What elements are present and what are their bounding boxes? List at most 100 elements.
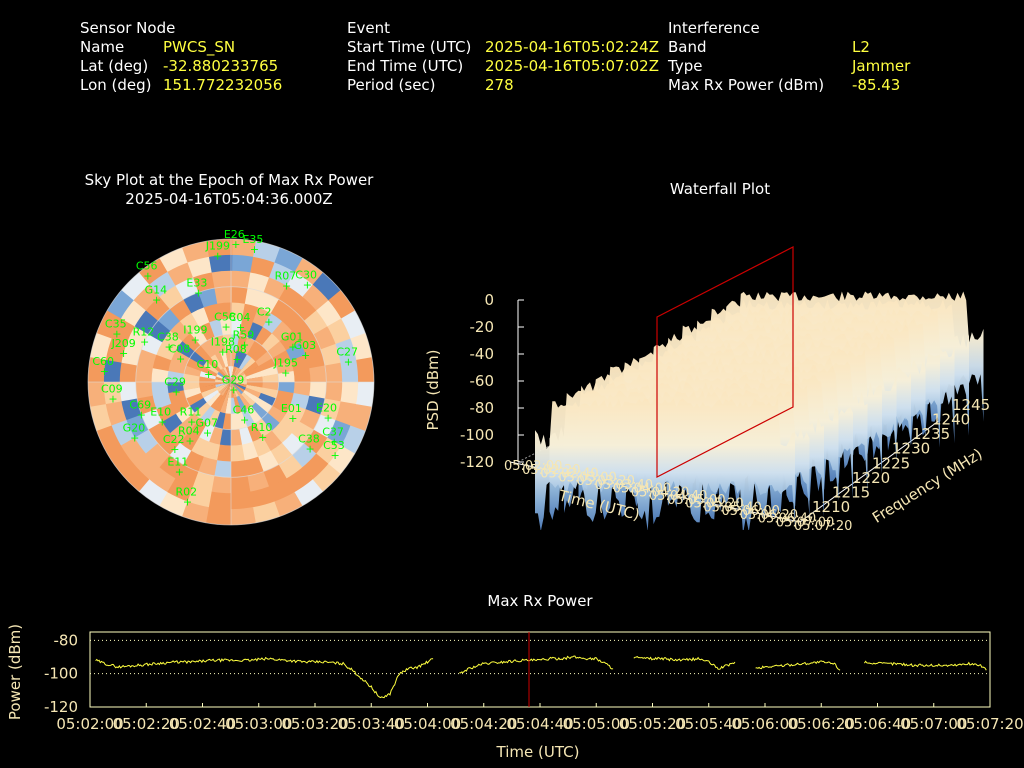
skyplot-cell [262,373,280,383]
svg-text:+: + [140,336,149,349]
skyplot-cell [255,397,273,414]
skyplot-cell [120,462,150,492]
svg-text:C60: C60 [92,355,114,368]
skyplot-cell [155,403,176,422]
skyplot-cell [225,397,231,415]
svg-text:-80: -80 [470,399,495,417]
skyplot-cell [231,371,246,382]
waterfall-ztick: -20 [470,318,524,336]
satellite-c38b: +C38 [298,432,320,455]
skyplot-cell [312,272,342,302]
maxrx-chart: -80-100-120 05:02:0005:02:2005:02:4005:0… [6,624,1024,761]
skyplot-cell [206,357,221,372]
svg-text:R10: R10 [251,421,273,434]
svg-text:J195: J195 [273,356,298,369]
skyplot-cell [175,405,195,424]
satellite-j199: +J199 [205,240,230,263]
skyplot-cell [231,382,244,395]
skyplot-cell [216,382,231,393]
maxrx-ylabel: Power (dBm) [6,624,24,720]
svg-text:+: + [185,435,194,448]
skyplot-cell [341,310,367,340]
satellite-g29: +G29 [222,373,245,396]
skyplot-cell [193,402,211,419]
maxrx-trace-segment [633,656,736,670]
interference-heading: Interference [668,19,760,37]
skyplot-cell [340,425,366,455]
skyplot-cell [254,326,273,346]
skyplot-cell [198,423,215,443]
waterfall-chart: 0-20-40-60-80-100-120 05:02:0005:02:2005… [424,246,990,530]
skyplot-cell [120,397,142,421]
skyplot-cell [217,302,232,320]
skyplot-cell [214,334,226,353]
satellite-i199: +I199 [183,323,207,346]
skyplot-cell [167,359,187,374]
svg-text:0: 0 [484,291,494,309]
skyplot-cell [229,491,254,510]
waterfall-time-tick: 05:02:40 [540,467,598,482]
svg-text:G03: G03 [294,339,317,352]
satellite-e11: +E11 [167,455,188,478]
skyplot-cell [181,332,201,352]
satellite-c58: +C58 [214,311,236,334]
maxrx-title: Max Rx Power [487,592,593,610]
svg-text:+: + [194,286,203,299]
svg-text:-100: -100 [460,426,494,444]
skyplot-cell [110,418,135,446]
svg-text:G29: G29 [222,373,245,386]
skyplot-cell [231,376,248,382]
maxrx-xtick: 05:07:00 [900,715,967,733]
skyplot-cell [258,392,277,407]
skyplot-cell [179,312,200,334]
skyplot-cell [246,382,264,388]
skyplot-cell [230,428,243,447]
skyplot-cell [350,332,373,362]
skyplot-cell [119,380,138,402]
sensor-lon-label: Lon (deg) [80,76,152,94]
skyplot-cell [222,333,232,351]
svg-text:C27: C27 [336,345,358,358]
skyplot-cell [231,382,240,398]
skyplot-cell [251,345,269,362]
waterfall-title: Waterfall Plot [669,180,771,198]
skyplot-cell [209,318,224,338]
skyplot-cell [246,406,262,424]
skyplot-cell [275,390,295,405]
satellite-c46: +C46 [233,403,255,426]
waterfall-freq-tick: 1225 [872,454,910,472]
skyplot-cell [277,370,296,383]
skyplot-cell [231,382,248,388]
interference-band-value: L2 [852,38,870,56]
skyplot-cell [231,379,248,383]
maxrx-xtick: 05:03:40 [338,715,405,733]
skyplot-cell [231,382,242,397]
skyplot-cell [249,486,275,508]
waterfall-time-tick: 05:06:20 [740,508,798,523]
skyplot-cell [231,317,243,336]
svg-text:+: + [250,243,259,256]
skyplot-cell [231,254,255,273]
skyplot-cell [199,370,217,380]
skyplot-cell [215,373,231,382]
skyplot-cell [262,312,283,334]
skyplot-cell [305,395,326,416]
svg-text:E35: E35 [242,233,263,246]
skyplot-cell [261,412,281,432]
svg-text:+: + [331,449,340,462]
skyplot-cell [203,361,219,375]
satellite-c56: +C56 [136,260,158,283]
waterfall-freq-tick: 1245 [952,396,990,414]
skyplot-cell [267,405,287,424]
skyplot-cell [236,395,248,413]
skyplot-cell [328,289,356,320]
skyplot-cell [355,382,374,409]
skyplot-cell [225,382,231,399]
skyplot-cell [135,364,153,382]
skyplot-cell [96,309,122,339]
maxrx-xtick: 05:04:20 [450,715,517,733]
svg-text:+: + [183,495,192,508]
svg-text:I199: I199 [183,323,207,336]
interference-band-label: Band [668,38,707,56]
skyplot-cell [285,403,307,423]
